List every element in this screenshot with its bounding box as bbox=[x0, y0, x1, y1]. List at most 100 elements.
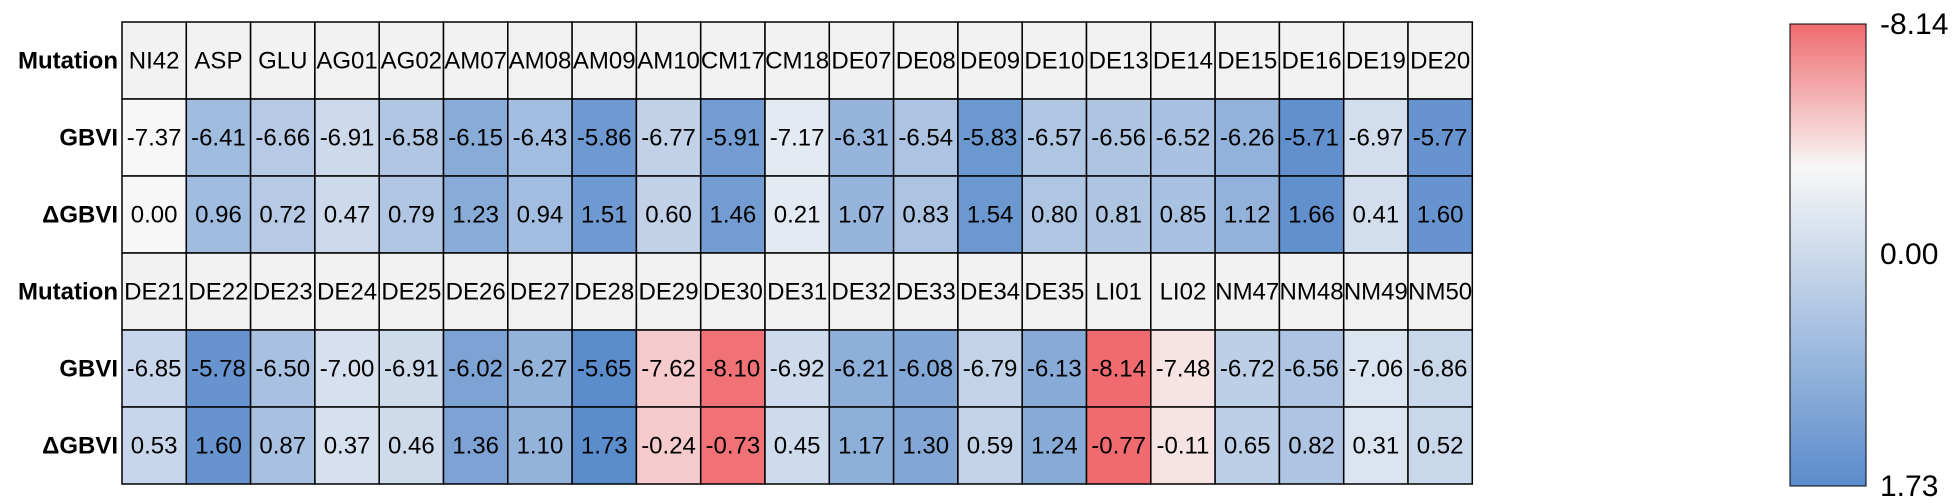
heatmap-cell bbox=[1278, 252, 1345, 331]
mutation-label: DE26 bbox=[446, 279, 506, 306]
dgbvi-value: 0.52 bbox=[1417, 433, 1464, 460]
dgbvi-value: 0.47 bbox=[324, 202, 371, 229]
heatmap-cell bbox=[1214, 21, 1281, 100]
gbvi-value: -6.41 bbox=[191, 125, 246, 152]
heatmap-cell bbox=[249, 252, 316, 331]
heatmap-cell bbox=[1214, 252, 1281, 331]
mutation-label: DE35 bbox=[1024, 279, 1084, 306]
dgbvi-value: 0.94 bbox=[517, 202, 564, 229]
gbvi-value: -6.26 bbox=[1220, 125, 1275, 152]
colorbar-gradient bbox=[1789, 23, 1867, 487]
dgbvi-value: 0.00 bbox=[131, 202, 178, 229]
dgbvi-value: 0.53 bbox=[131, 433, 178, 460]
heatmap-cell bbox=[507, 406, 573, 485]
mutation-label: DE33 bbox=[896, 279, 956, 306]
mutation-label: NI42 bbox=[129, 48, 180, 75]
row-label: ΔGBVI bbox=[42, 433, 118, 460]
gbvi-value: -6.08 bbox=[898, 356, 953, 383]
dgbvi-value: 1.24 bbox=[1031, 433, 1078, 460]
heatmap-cell bbox=[892, 329, 959, 408]
heatmap-cell bbox=[1407, 98, 1474, 177]
heatmap-cell bbox=[1021, 98, 1088, 177]
mutation-label: DE23 bbox=[253, 279, 313, 306]
heatmap-cell bbox=[1278, 406, 1345, 485]
heatmap-cell bbox=[507, 175, 573, 254]
dgbvi-value: 0.85 bbox=[1160, 202, 1207, 229]
heatmap-cell bbox=[442, 406, 509, 485]
heatmap-cell bbox=[892, 406, 959, 485]
gbvi-value: -6.52 bbox=[1156, 125, 1211, 152]
dgbvi-value: -0.73 bbox=[705, 433, 760, 460]
heatmap-cell bbox=[1278, 175, 1345, 254]
heatmap-cell bbox=[1085, 21, 1152, 100]
mutation-label: DE10 bbox=[1024, 48, 1084, 75]
mutation-label: ASP bbox=[194, 48, 242, 75]
heatmap-cell bbox=[314, 406, 380, 485]
heatmap-cell bbox=[1407, 21, 1474, 100]
gbvi-value: -6.31 bbox=[834, 125, 889, 152]
heatmap-cell bbox=[185, 21, 252, 100]
gbvi-value: -7.06 bbox=[1348, 356, 1403, 383]
gbvi-value: -5.83 bbox=[963, 125, 1018, 152]
heatmap-cell bbox=[378, 329, 445, 408]
dgbvi-value: 1.60 bbox=[1417, 202, 1464, 229]
mutation-label: DE22 bbox=[188, 279, 248, 306]
mutation-label: NM50 bbox=[1408, 279, 1472, 306]
heatmap-cell bbox=[571, 175, 638, 254]
heatmap-cell bbox=[1214, 406, 1281, 485]
dgbvi-value: 0.80 bbox=[1031, 202, 1078, 229]
colorbar: -8.14 0.00 1.73 bbox=[1789, 8, 1948, 503]
heatmap-cell bbox=[249, 329, 316, 408]
gbvi-value: -7.48 bbox=[1156, 356, 1211, 383]
heatmap-cell bbox=[1214, 329, 1281, 408]
heatmap-cell bbox=[249, 406, 316, 485]
dgbvi-value: 1.51 bbox=[581, 202, 628, 229]
heatmap-cell bbox=[249, 175, 316, 254]
heatmap-cell bbox=[314, 175, 380, 254]
dgbvi-value: 0.60 bbox=[645, 202, 692, 229]
dgbvi-value: 0.46 bbox=[388, 433, 435, 460]
heatmap-cell bbox=[1407, 329, 1474, 408]
heatmap-cell bbox=[378, 406, 445, 485]
mutation-label: DE16 bbox=[1282, 48, 1342, 75]
dgbvi-value: 0.37 bbox=[324, 433, 371, 460]
heatmap-cell bbox=[1342, 329, 1409, 408]
heatmap-cell bbox=[1085, 329, 1152, 408]
heatmap-cell bbox=[378, 252, 445, 331]
row-label: Mutation bbox=[18, 48, 118, 75]
gbvi-value: -6.13 bbox=[1027, 356, 1082, 383]
heatmap-cell bbox=[1342, 252, 1409, 331]
heatmap-cell bbox=[1085, 98, 1152, 177]
gbvi-value: -6.91 bbox=[320, 125, 375, 152]
heatmap-cell bbox=[1021, 252, 1088, 331]
gbvi-value: -6.54 bbox=[898, 125, 953, 152]
mutation-label: AM10 bbox=[637, 48, 700, 75]
heatmap-cell bbox=[1021, 406, 1088, 485]
mutation-label: DE30 bbox=[703, 279, 763, 306]
gbvi-value: -5.77 bbox=[1413, 125, 1468, 152]
dgbvi-value: -0.24 bbox=[641, 433, 696, 460]
heatmap-cell bbox=[571, 406, 638, 485]
heatmap-cell bbox=[571, 21, 638, 100]
heatmap-cell bbox=[249, 21, 316, 100]
heatmap-cell bbox=[957, 329, 1023, 408]
heatmap-cell bbox=[699, 21, 766, 100]
heatmap-cell bbox=[1085, 252, 1152, 331]
heatmap-cell bbox=[892, 252, 959, 331]
heatmap-cell bbox=[1278, 98, 1345, 177]
dgbvi-value: 0.21 bbox=[774, 202, 821, 229]
mutation-label: DE27 bbox=[510, 279, 570, 306]
heatmap-cell bbox=[442, 175, 509, 254]
dgbvi-value: 1.54 bbox=[967, 202, 1014, 229]
dgbvi-value: 1.07 bbox=[838, 202, 885, 229]
heatmap-cell bbox=[764, 329, 831, 408]
heatmap-cell bbox=[1150, 406, 1216, 485]
dgbvi-value: 1.10 bbox=[517, 433, 564, 460]
heatmap-grid: Mutation NI42 ASP GLU AG01 AG02 AM07 AM08 AM09 AM… bbox=[18, 21, 1474, 485]
dgbvi-value: 0.79 bbox=[388, 202, 435, 229]
gbvi-value: -6.50 bbox=[255, 356, 310, 383]
gbvi-value: -8.10 bbox=[705, 356, 760, 383]
heatmap-cell bbox=[507, 252, 573, 331]
heatmap-cell bbox=[121, 329, 188, 408]
